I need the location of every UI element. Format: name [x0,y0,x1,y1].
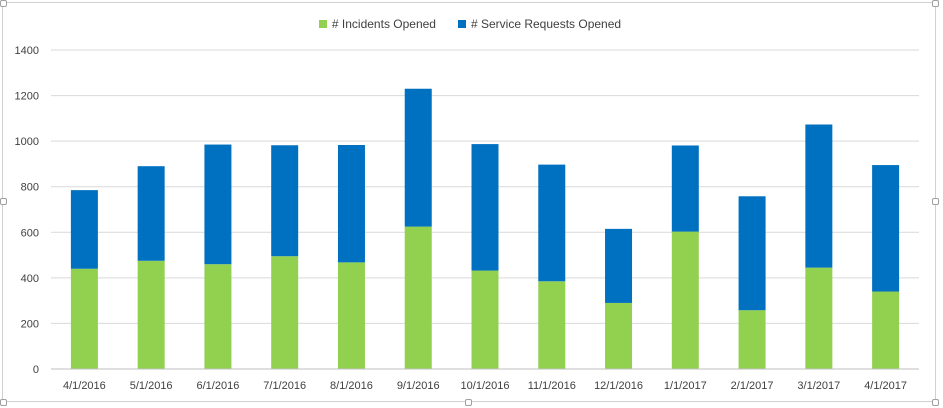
x-tick-label: 4/1/2016 [63,380,106,392]
bar-incidents [605,302,633,369]
bar-incidents [805,267,833,369]
bar-service-requests [738,196,766,311]
bar-service-requests [671,145,699,232]
resize-handle-bottom-right[interactable] [932,399,939,406]
bar-incidents [337,262,365,369]
y-tick-label: 0 [33,364,39,376]
x-tick-label: 9/1/2016 [397,380,440,392]
resize-handle-bottom-left[interactable] [0,399,7,406]
y-tick-label: 800 [21,182,39,194]
bar-incidents [271,256,299,369]
x-tick-label: 5/1/2016 [130,380,173,392]
x-tick-label: 4/1/2017 [864,380,907,392]
x-tick-label: 1/1/2017 [664,380,707,392]
y-tick-label: 1000 [15,136,39,148]
bar-service-requests [337,145,365,263]
bar-incidents [872,291,900,369]
resize-handle-top-right[interactable] [932,0,939,7]
y-tick-label: 400 [21,273,39,285]
bar-incidents [738,310,766,369]
x-tick-label: 12/1/2016 [594,380,643,392]
bar-service-requests [404,88,432,227]
x-tick-label: 10/1/2016 [461,380,510,392]
y-tick-label: 1200 [15,91,39,103]
bar-service-requests [805,124,833,268]
y-tick-label: 200 [21,318,39,330]
bar-service-requests [204,144,232,265]
legend-label-service-requests: # Service Requests Opened [470,17,622,31]
bar-service-requests [605,228,633,303]
bar-incidents [471,270,499,369]
x-tick-label: 2/1/2017 [731,380,774,392]
bar-service-requests [872,165,900,292]
resize-handle-bottom[interactable] [465,399,472,406]
legend-item-service-requests: # Service Requests Opened [457,17,622,31]
x-tick-label: 11/1/2016 [528,380,576,392]
bar-service-requests [538,164,566,282]
bar-incidents [404,226,432,369]
bar-service-requests [137,166,165,261]
legend-label-incidents: # Incidents Opened [331,17,436,31]
chart-legend: # Incidents Opened # Service Requests Op… [3,17,937,31]
bar-incidents [137,260,165,369]
bar-incidents [204,264,232,369]
bar-incidents [538,281,566,369]
x-tick-label: 7/1/2016 [263,380,306,392]
y-tick-label: 600 [21,227,39,239]
y-tick-label: 1400 [15,45,39,57]
x-tick-label: 3/1/2017 [797,380,840,392]
resize-handle-top-left[interactable] [0,0,7,7]
bar-incidents [671,231,699,369]
x-tick-label: 6/1/2016 [197,380,240,392]
resize-handle-right[interactable] [932,198,939,205]
x-tick-label: 8/1/2016 [330,380,373,392]
bar-service-requests [271,145,299,257]
legend-swatch-incidents [318,20,327,28]
bar-service-requests [471,144,499,271]
resize-handle-left[interactable] [0,198,7,205]
bar-incidents [70,268,98,369]
bar-service-requests [70,190,98,269]
legend-item-incidents: # Incidents Opened [318,17,436,31]
legend-swatch-service-requests [457,20,466,28]
